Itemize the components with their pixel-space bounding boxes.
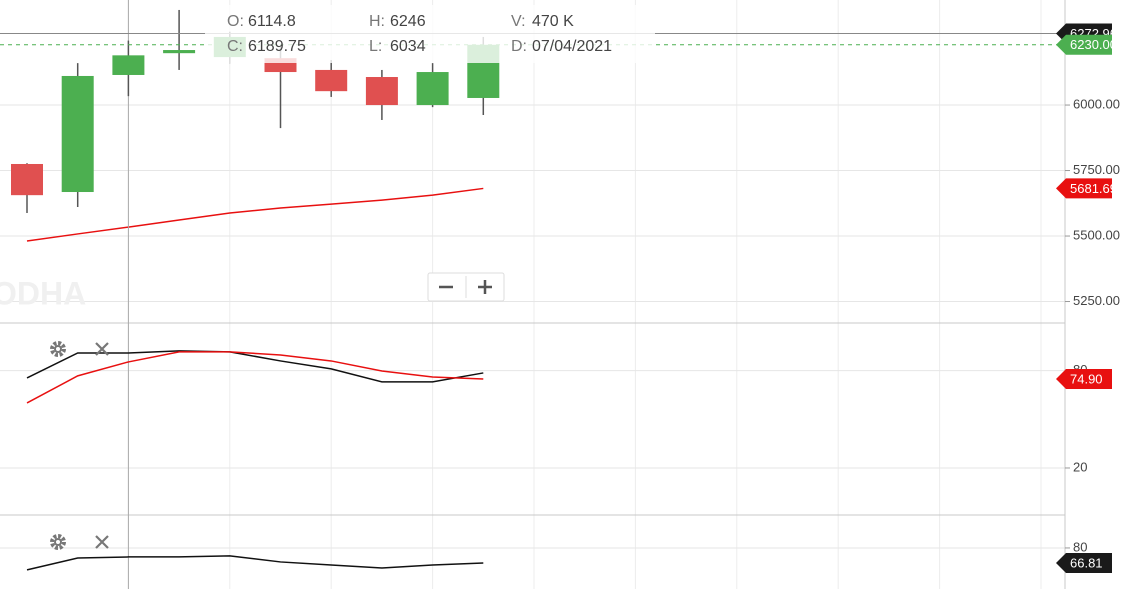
- info-value: 6189.75: [248, 38, 306, 55]
- info-label: C:: [227, 38, 243, 55]
- close-icon[interactable]: [95, 342, 109, 356]
- moving-average: [26, 187, 484, 242]
- info-label: O:: [227, 13, 244, 30]
- price-tag-label: 6230.00: [1070, 37, 1117, 52]
- info-label: H:: [369, 13, 385, 30]
- settings-icon[interactable]: [54, 538, 62, 546]
- info-value: 07/04/2021: [532, 38, 612, 55]
- price-tag-label: 5681.69: [1070, 181, 1117, 196]
- candle-body: [163, 50, 196, 54]
- candle-body: [11, 163, 43, 196]
- watermark: ODHA: [0, 275, 86, 311]
- info-value: 6114.8: [248, 13, 296, 30]
- close-icon[interactable]: [95, 535, 109, 549]
- axis-labels: 6000.005750.005500.005250.006272.966230.…: [1056, 23, 1120, 573]
- price-tag: [1056, 368, 1112, 389]
- info-value: 6246: [390, 13, 426, 30]
- candle-body: [365, 77, 398, 106]
- y-tick-label: 6000.00: [1073, 96, 1120, 111]
- info-panel: O: 6114.8 H: 6246 V: 470 K C: 6189.75 L: 6034 D: 07…: [227, 13, 612, 55]
- candle-body: [61, 75, 94, 193]
- price-tag-label: 74.90: [1070, 371, 1103, 386]
- price-tag: [1056, 178, 1112, 199]
- info-box: [205, 5, 655, 63]
- y-tick-label: 5750.00: [1073, 162, 1120, 177]
- price-tag: [1056, 552, 1112, 573]
- settings-icon[interactable]: [50, 341, 66, 357]
- y-tick-label: 5500.00: [1073, 227, 1120, 242]
- pane-icons: [50, 341, 109, 550]
- candle-body: [416, 72, 449, 106]
- candle-body: [112, 55, 145, 75]
- settings-icon[interactable]: [50, 534, 66, 550]
- info-label: D:: [511, 38, 527, 55]
- price-tag-label: 66.81: [1070, 555, 1103, 570]
- indicator-line: [26, 350, 484, 383]
- price-tag: [1056, 34, 1112, 55]
- info-value: 6034: [390, 38, 426, 55]
- grid: [0, 0, 1065, 589]
- y-tick-label: 20: [1073, 459, 1087, 474]
- info-label: L:: [369, 38, 382, 55]
- indicator-line: [26, 351, 484, 404]
- marks: [0, 0, 1065, 589]
- info-label: V:: [511, 13, 526, 30]
- candle-body: [315, 69, 348, 92]
- y-tick-label: 80: [1073, 539, 1087, 554]
- zoom-control[interactable]: [427, 272, 505, 302]
- indicator-line: [26, 555, 484, 571]
- info-value: 470 K: [532, 13, 574, 30]
- y-tick-label: 5250.00: [1073, 293, 1120, 308]
- settings-icon[interactable]: [54, 345, 62, 353]
